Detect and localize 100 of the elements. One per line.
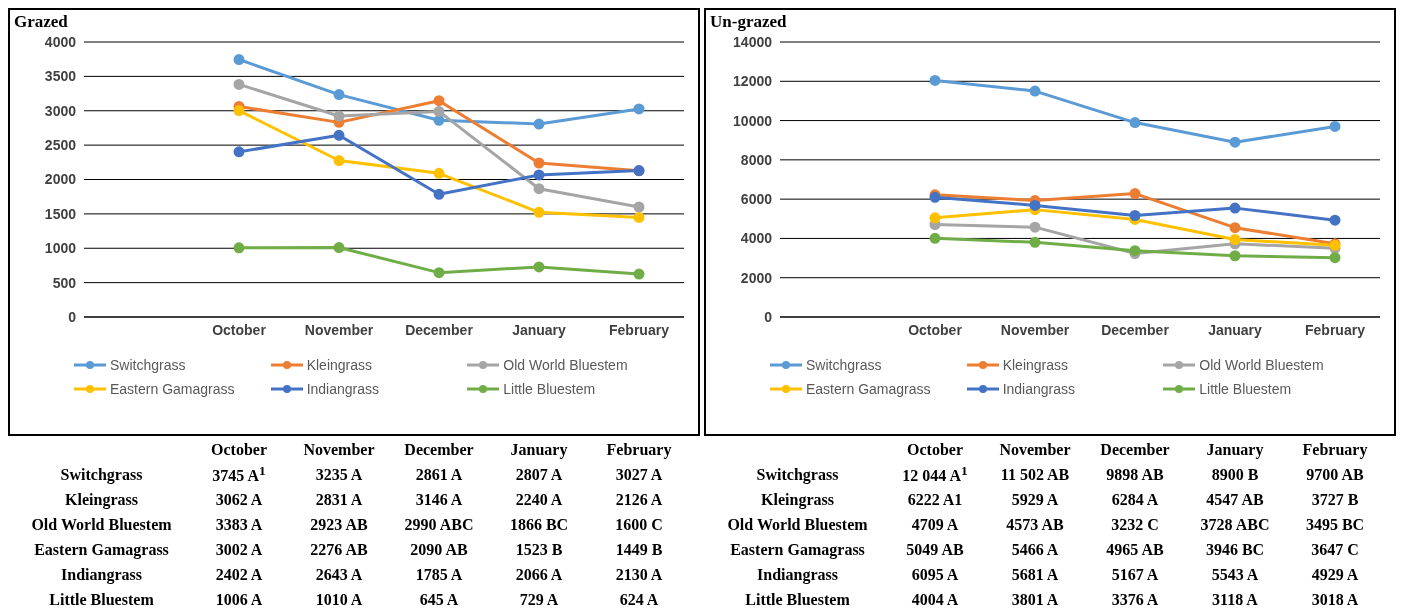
text: Switchgrass <box>60 465 143 483</box>
text: Indiangrass <box>757 565 838 583</box>
y-tick-label: 1000 <box>44 240 77 257</box>
category-label: January <box>510 441 568 458</box>
legend-label: Little Bluestem <box>1199 381 1292 397</box>
data-label: 2090 AB <box>409 539 469 560</box>
data-label: 1449 B <box>614 539 664 560</box>
data-label: 1006 A <box>214 589 264 610</box>
data-label: 5929 A <box>1010 489 1060 510</box>
x-tick-label: October <box>212 321 267 338</box>
text: Grazed <box>14 12 69 32</box>
data-label: 2402 A <box>214 564 264 585</box>
legend-label: Eastern Gamagrass <box>110 381 235 397</box>
data-label: 3801 A <box>1010 589 1060 610</box>
text: Little Bluestem <box>49 590 154 608</box>
legend-label: Indiangrass <box>306 381 380 397</box>
y-tick-label: 14000 <box>733 33 773 50</box>
legend-label: Little Bluestem <box>503 381 596 397</box>
category-label: January <box>1206 441 1264 458</box>
x-tick-label: January <box>1208 321 1263 338</box>
x-tick-label: February <box>1305 321 1366 338</box>
text: Old World Bluestem <box>727 515 868 533</box>
data-label: 3946 BC <box>1204 539 1266 560</box>
category-label: November <box>999 441 1071 458</box>
data-label: 4709 A <box>910 514 960 535</box>
x-tick-label: November <box>304 321 374 338</box>
data-label: 5049 AB <box>905 539 965 560</box>
data-label: 1523 B <box>514 539 564 560</box>
data-label: 4004 A <box>910 589 960 610</box>
data-label: 6284 A <box>1110 489 1160 510</box>
data-label: 2126 A <box>614 489 664 510</box>
legend-label: Switchgrass <box>110 357 186 373</box>
data-label: 2831 A <box>314 489 364 510</box>
data-label: 1866 BC <box>508 514 570 535</box>
legend-label: Old World Bluestem <box>1199 357 1324 373</box>
category-label: February <box>606 441 672 458</box>
data-label: 2643 A <box>314 564 364 585</box>
data-label: 11 502 AB <box>999 464 1071 485</box>
y-tick-label: 3500 <box>44 68 77 85</box>
x-tick-label: November <box>1000 321 1070 338</box>
data-label: 2807 A <box>514 464 564 485</box>
y-tick-label: 0 <box>764 308 773 325</box>
data-label: 645 A <box>418 589 460 610</box>
category-label: October <box>211 441 267 458</box>
y-tick-label: 3000 <box>44 102 77 119</box>
data-label: 5681 A <box>1010 564 1060 585</box>
data-label: 5466 A <box>1010 539 1060 560</box>
y-tick-label: 4000 <box>740 230 773 247</box>
text: Kleingrass <box>65 490 138 508</box>
text: Switchgrass <box>756 465 839 483</box>
text: Kleingrass <box>761 490 834 508</box>
y-tick-label: 10000 <box>733 112 773 129</box>
text: Indiangrass <box>61 565 142 583</box>
category-label: November <box>303 441 375 458</box>
data-label: 3647 C <box>1310 539 1360 560</box>
data-label: 3002 A <box>214 539 264 560</box>
data-label: 3376 A <box>1110 589 1160 610</box>
data-label: 3062 A <box>214 489 264 510</box>
data-label: 2130 A <box>614 564 664 585</box>
legend-label: Old World Bluestem <box>503 357 628 373</box>
data-label: 729 A <box>518 589 560 610</box>
data-label: 2923 AB <box>309 514 369 535</box>
y-tick-label: 4000 <box>44 33 77 50</box>
data-label: 9898 AB <box>1105 464 1165 485</box>
y-tick-label: 12000 <box>733 73 773 90</box>
data-label: 5167 A <box>1110 564 1160 585</box>
legend-label: Kleingrass <box>306 357 373 373</box>
data-label: 4547 AB <box>1205 489 1265 510</box>
data-label: 3146 A <box>414 489 464 510</box>
legend-label: Indiangrass <box>1002 381 1076 397</box>
y-tick-label: 1500 <box>44 205 77 222</box>
data-label: 4965 AB <box>1105 539 1165 560</box>
data-label: 2240 A <box>514 489 564 510</box>
text: Little Bluestem <box>745 590 850 608</box>
category-label: December <box>1100 441 1170 458</box>
y-tick-label: 6000 <box>740 191 773 208</box>
data-label: 3232 C <box>1110 514 1160 535</box>
y-tick-label: 0 <box>68 308 77 325</box>
data-label: 3118 A <box>1211 589 1259 610</box>
y-tick-label: 2500 <box>44 137 77 154</box>
y-tick-label: 500 <box>52 274 77 291</box>
legend-label: Kleingrass <box>1002 357 1069 373</box>
text: Un-grazed <box>710 12 788 32</box>
y-tick-label: 8000 <box>740 151 773 168</box>
data-label: 624 A <box>618 589 660 610</box>
data-label: 3727 B <box>1310 489 1360 510</box>
data-label: 3383 A <box>214 514 264 535</box>
y-tick-label: 2000 <box>740 269 773 286</box>
data-label: 8900 B <box>1210 464 1260 485</box>
x-tick-label: December <box>1101 321 1170 338</box>
legend-label: Switchgrass <box>806 357 882 373</box>
data-label: 2276 AB <box>309 539 369 560</box>
x-tick-label: October <box>908 321 963 338</box>
data-label: 9700 AB <box>1305 464 1365 485</box>
x-tick-label: January <box>512 321 567 338</box>
data-label: 1010 A <box>314 589 364 610</box>
data-label: 1785 A <box>414 564 464 585</box>
data-label: 3018 A <box>1310 589 1360 610</box>
data-label: 1600 C <box>614 514 664 535</box>
category-label: December <box>404 441 474 458</box>
